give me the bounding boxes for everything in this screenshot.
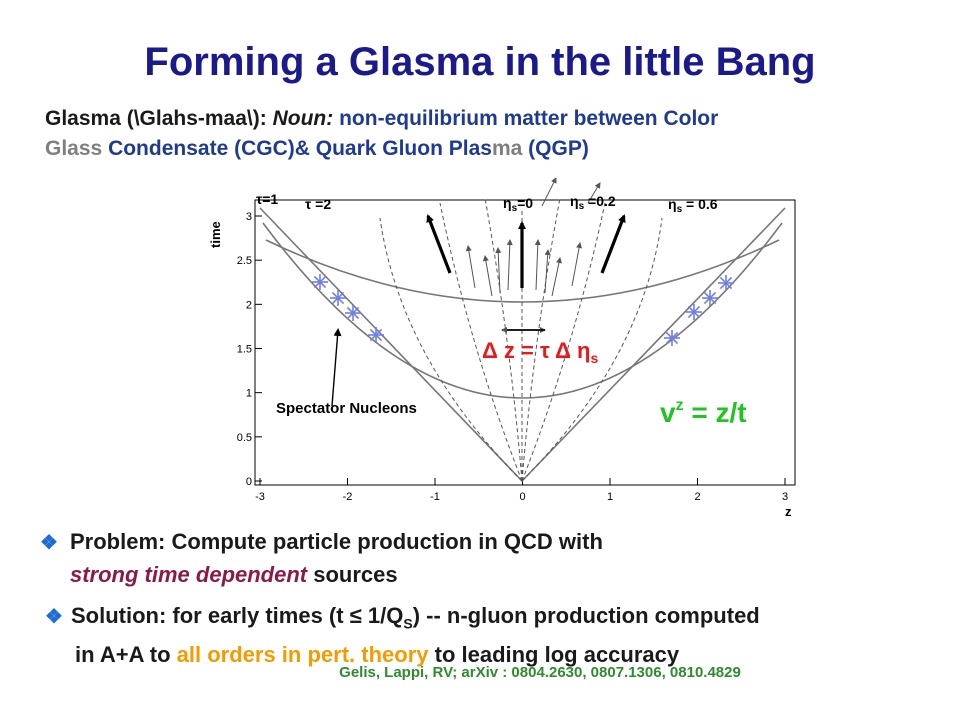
spectator-star-icon	[664, 330, 680, 346]
x-tick-label: 1	[607, 491, 613, 503]
label-tau1: τ=1	[256, 191, 278, 207]
spectator-label: Spectator Nucleons	[276, 400, 417, 417]
problem-sources: sources	[307, 562, 398, 587]
plot-frame	[254, 199, 796, 486]
definition-cgc: Condensate (CGC)& Quark Gluon Plas	[108, 137, 492, 160]
spectator-star-icon	[718, 275, 734, 291]
problem-line1: Problem: Compute particle production in …	[70, 529, 603, 554]
x-tick-label: 0	[519, 491, 525, 503]
diamond-bullet-icon: ❖	[45, 606, 63, 628]
y-tick-label: 1	[246, 388, 252, 400]
spectator-star-icon	[330, 290, 346, 306]
delta-z-equation: Δ z = τ Δ ηs	[482, 338, 598, 366]
definition-qgp: (QGP)	[528, 137, 589, 160]
glasma-definition: Glasma (\Glahs-maa\): Noun: non-equilibr…	[45, 104, 945, 164]
diamond-bullet-icon: ❖	[40, 532, 58, 554]
spectator-star-icon	[345, 305, 361, 321]
spectator-star-icon	[702, 290, 718, 306]
y-axis-label: time	[208, 221, 223, 248]
definition-pos: Noun:	[272, 107, 334, 130]
y-tick-label: 2.5	[237, 255, 252, 267]
x-tick-label: -1	[430, 491, 440, 503]
spectator-stars	[312, 274, 734, 346]
label-eta06: ηs = 0.6	[668, 196, 718, 215]
solution-bullet: ❖ Solution: for early times (t ≤ 1/QS) --…	[45, 600, 945, 670]
citation: Gelis, Lappi, RV; arXiv : 0804.2630, 080…	[339, 664, 741, 681]
flow-arrows-bold	[426, 214, 626, 288]
spectator-star-icon	[312, 274, 328, 290]
definition-line1: non-equilibrium matter between Color	[339, 107, 719, 130]
solution-orange: all orders in pert. theory	[176, 642, 429, 668]
spacetime-diagram: -3 -2 -1 0 1 2 3 0 0.5 1 1.5 2 2.5 3	[208, 178, 796, 519]
vz-equation: vz = z/t	[660, 397, 747, 428]
x-tick-label: 2	[694, 491, 700, 503]
label-eta0: ηs=0	[503, 195, 533, 214]
hyperbola-tau1	[262, 222, 783, 399]
problem-bullet: ❖ Problem: Compute particle production in…	[40, 526, 940, 590]
solution-line2a: in A+A to	[75, 642, 177, 668]
x-tick-label: -3	[255, 491, 265, 503]
problem-strong: strong time dependent	[70, 562, 308, 587]
solution-leq: ≤	[349, 603, 362, 628]
solution-line1b: 1/Q	[361, 603, 404, 628]
y-tick-label: 0.5	[237, 432, 252, 444]
y-tick-label: 1.5	[237, 344, 252, 356]
solution-sub: S	[403, 615, 413, 632]
slide-title: Forming a Glasma in the little Bang	[144, 40, 816, 84]
solution-line1a: Solution: for early times (t	[71, 603, 350, 628]
solution-line2b: to leading log accuracy	[428, 642, 680, 668]
x-tick-label: 3	[782, 491, 788, 503]
y-tick-label: 0	[246, 476, 252, 488]
definition-glass: Glass	[45, 137, 103, 160]
spectator-star-icon	[368, 327, 384, 343]
definition-ma: ma	[491, 137, 523, 160]
x-axis-label: z	[785, 504, 792, 519]
flow-arrows-thin	[465, 178, 601, 297]
axis-ticks: -3 -2 -1 0 1 2 3 0 0.5 1 1.5 2 2.5 3	[237, 211, 788, 503]
y-tick-label: 3	[246, 211, 252, 223]
y-tick-label: 2	[246, 299, 252, 311]
solution-line1c: ) -- n-gluon production computed	[412, 603, 760, 628]
definition-term: Glasma (\Glahs-maa\):	[45, 107, 267, 130]
rapidity-lines	[379, 197, 663, 482]
x-tick-label: -2	[343, 491, 353, 503]
spectator-star-icon	[686, 304, 702, 320]
spectator-arrow	[331, 328, 342, 407]
label-eta02: ηs =0.2	[570, 193, 616, 212]
label-tau2: τ =2	[305, 196, 331, 212]
